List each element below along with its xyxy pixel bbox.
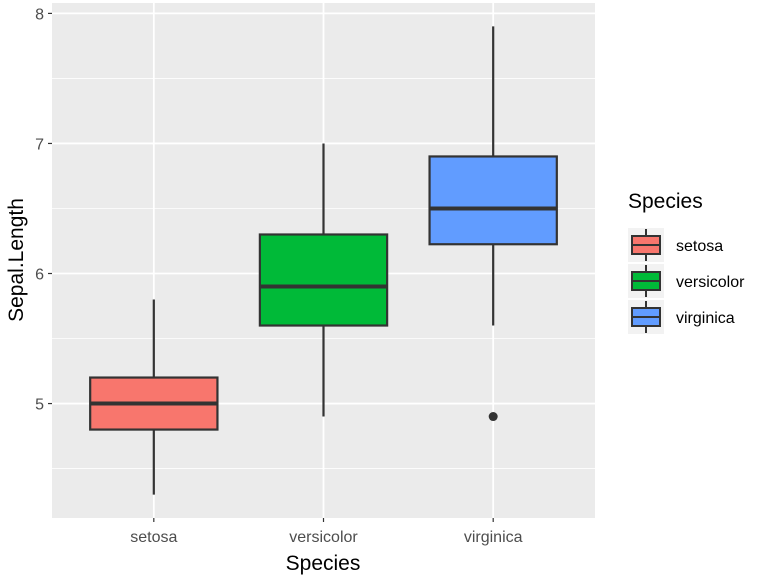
legend-title: Species bbox=[628, 190, 703, 213]
box bbox=[258, 233, 389, 327]
box bbox=[428, 155, 558, 246]
legend-label: virginica bbox=[676, 310, 735, 327]
x-axis-title: Species bbox=[286, 552, 361, 575]
legend-label: versicolor bbox=[676, 274, 745, 291]
y-tick-label: 7 bbox=[35, 136, 44, 153]
x-tick-label: setosa bbox=[130, 529, 177, 546]
box-versicolor bbox=[258, 143, 389, 417]
x-tick-label: virginica bbox=[464, 529, 523, 546]
outlier-point bbox=[488, 412, 498, 422]
legend-key-virginica bbox=[628, 300, 664, 334]
y-tick-label: 6 bbox=[35, 267, 44, 284]
box-setosa bbox=[89, 299, 219, 495]
box-virginica bbox=[428, 26, 558, 422]
legend-key-versicolor bbox=[628, 264, 664, 298]
y-axis-title: Sepal.Length bbox=[5, 198, 28, 322]
y-tick-label: 5 bbox=[35, 397, 44, 414]
x-tick-label: versicolor bbox=[289, 529, 358, 546]
legend-label: setosa bbox=[676, 238, 723, 255]
y-tick-label: 8 bbox=[35, 6, 44, 23]
legend-key-setosa bbox=[628, 228, 664, 262]
